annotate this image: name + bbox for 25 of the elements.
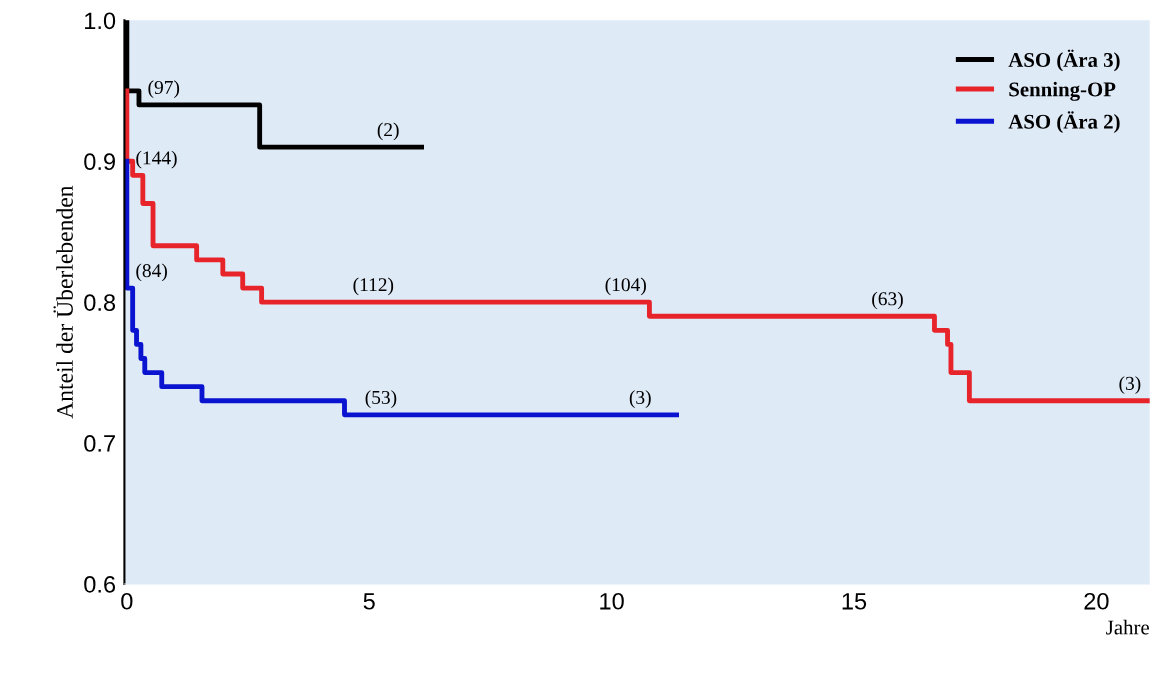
y-tick-label: 1.0 (85, 12, 116, 30)
legend-label: Senning-OP (1009, 81, 1116, 101)
annotation: (112) (353, 277, 394, 296)
x-axis-title: Jahre (1106, 619, 1149, 635)
x-tick-label: 20 (1084, 592, 1109, 610)
annotation: (3) (1119, 376, 1141, 394)
annotation: (63) (872, 291, 903, 310)
legend-label: ASO (Ära 2) (1008, 111, 1120, 133)
annotation: (2) (377, 122, 399, 141)
annotation: (97) (148, 80, 180, 98)
annotation: (84) (136, 263, 167, 282)
x-tick-label: 15 (842, 593, 867, 610)
x-tick-label: 10 (600, 592, 624, 610)
annotation: (144) (136, 150, 177, 169)
x-tick-label: 5 (363, 593, 375, 610)
annotation: (104) (605, 277, 646, 296)
y-tick-label: 0.7 (84, 435, 115, 452)
y-tick-label: 0.6 (84, 576, 116, 593)
annotation: (53) (365, 390, 397, 408)
y-tick-label: 0.8 (84, 294, 116, 311)
annotation: (3) (629, 390, 651, 408)
legend-label: ASO (Ära 3) (1008, 49, 1120, 72)
x-tick-label: 0 (121, 592, 133, 610)
y-tick-label: 0.9 (84, 153, 115, 171)
y-axis-title: Anteil der Überlebenden (53, 185, 73, 419)
